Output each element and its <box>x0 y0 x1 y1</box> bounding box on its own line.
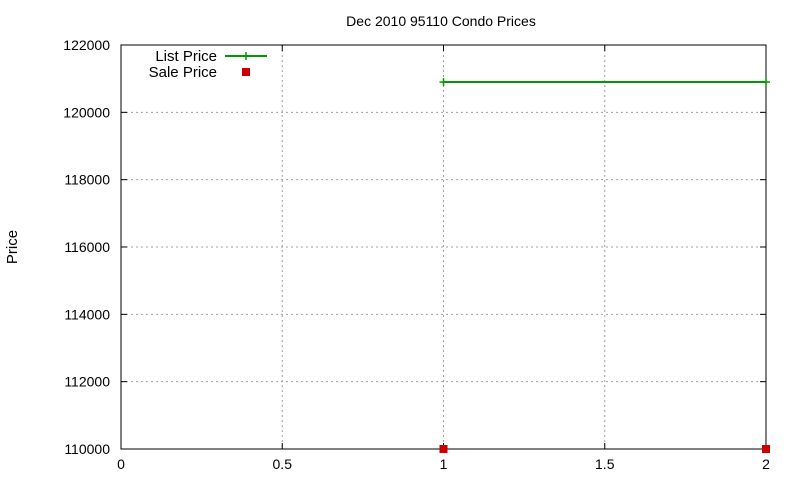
x-axis: 0 0.5 1 1.5 2 <box>117 45 770 472</box>
sale-price-point <box>762 445 770 453</box>
y-tick-label: 110000 <box>64 441 110 457</box>
x-tick-label: 1 <box>440 456 448 472</box>
list-price-point <box>762 78 770 87</box>
x-tick-label: 2 <box>762 456 770 472</box>
sale-price-point <box>439 445 448 453</box>
y-tick-label: 116000 <box>64 239 110 255</box>
series-list-price <box>439 78 770 87</box>
grid-lines <box>121 45 766 449</box>
y-tick-label: 114000 <box>64 306 110 322</box>
x-tick-label: 0.5 <box>273 456 293 472</box>
legend-label: List Price <box>155 48 217 65</box>
x-tick-label: 1.5 <box>595 456 615 472</box>
y-tick-label: 122000 <box>63 37 110 53</box>
y-tick-label: 112000 <box>64 374 110 390</box>
y-axis: 110000 112000 114000 116000 118000 120000 1220… <box>63 37 766 457</box>
y-axis-title: Price <box>4 230 21 264</box>
series-layer <box>439 78 770 453</box>
series-sale-price <box>439 445 770 453</box>
x-tick-label: 0 <box>117 456 125 472</box>
list-price-point <box>439 78 448 87</box>
y-tick-label: 120000 <box>63 104 110 120</box>
legend-swatch-marker <box>242 68 250 76</box>
legend-swatch-marker <box>242 52 250 60</box>
y-tick-label: 118000 <box>64 172 110 188</box>
legend-label: Sale Price <box>149 64 217 81</box>
chart-title: Dec 2010 95110 Condo Prices <box>346 13 536 29</box>
